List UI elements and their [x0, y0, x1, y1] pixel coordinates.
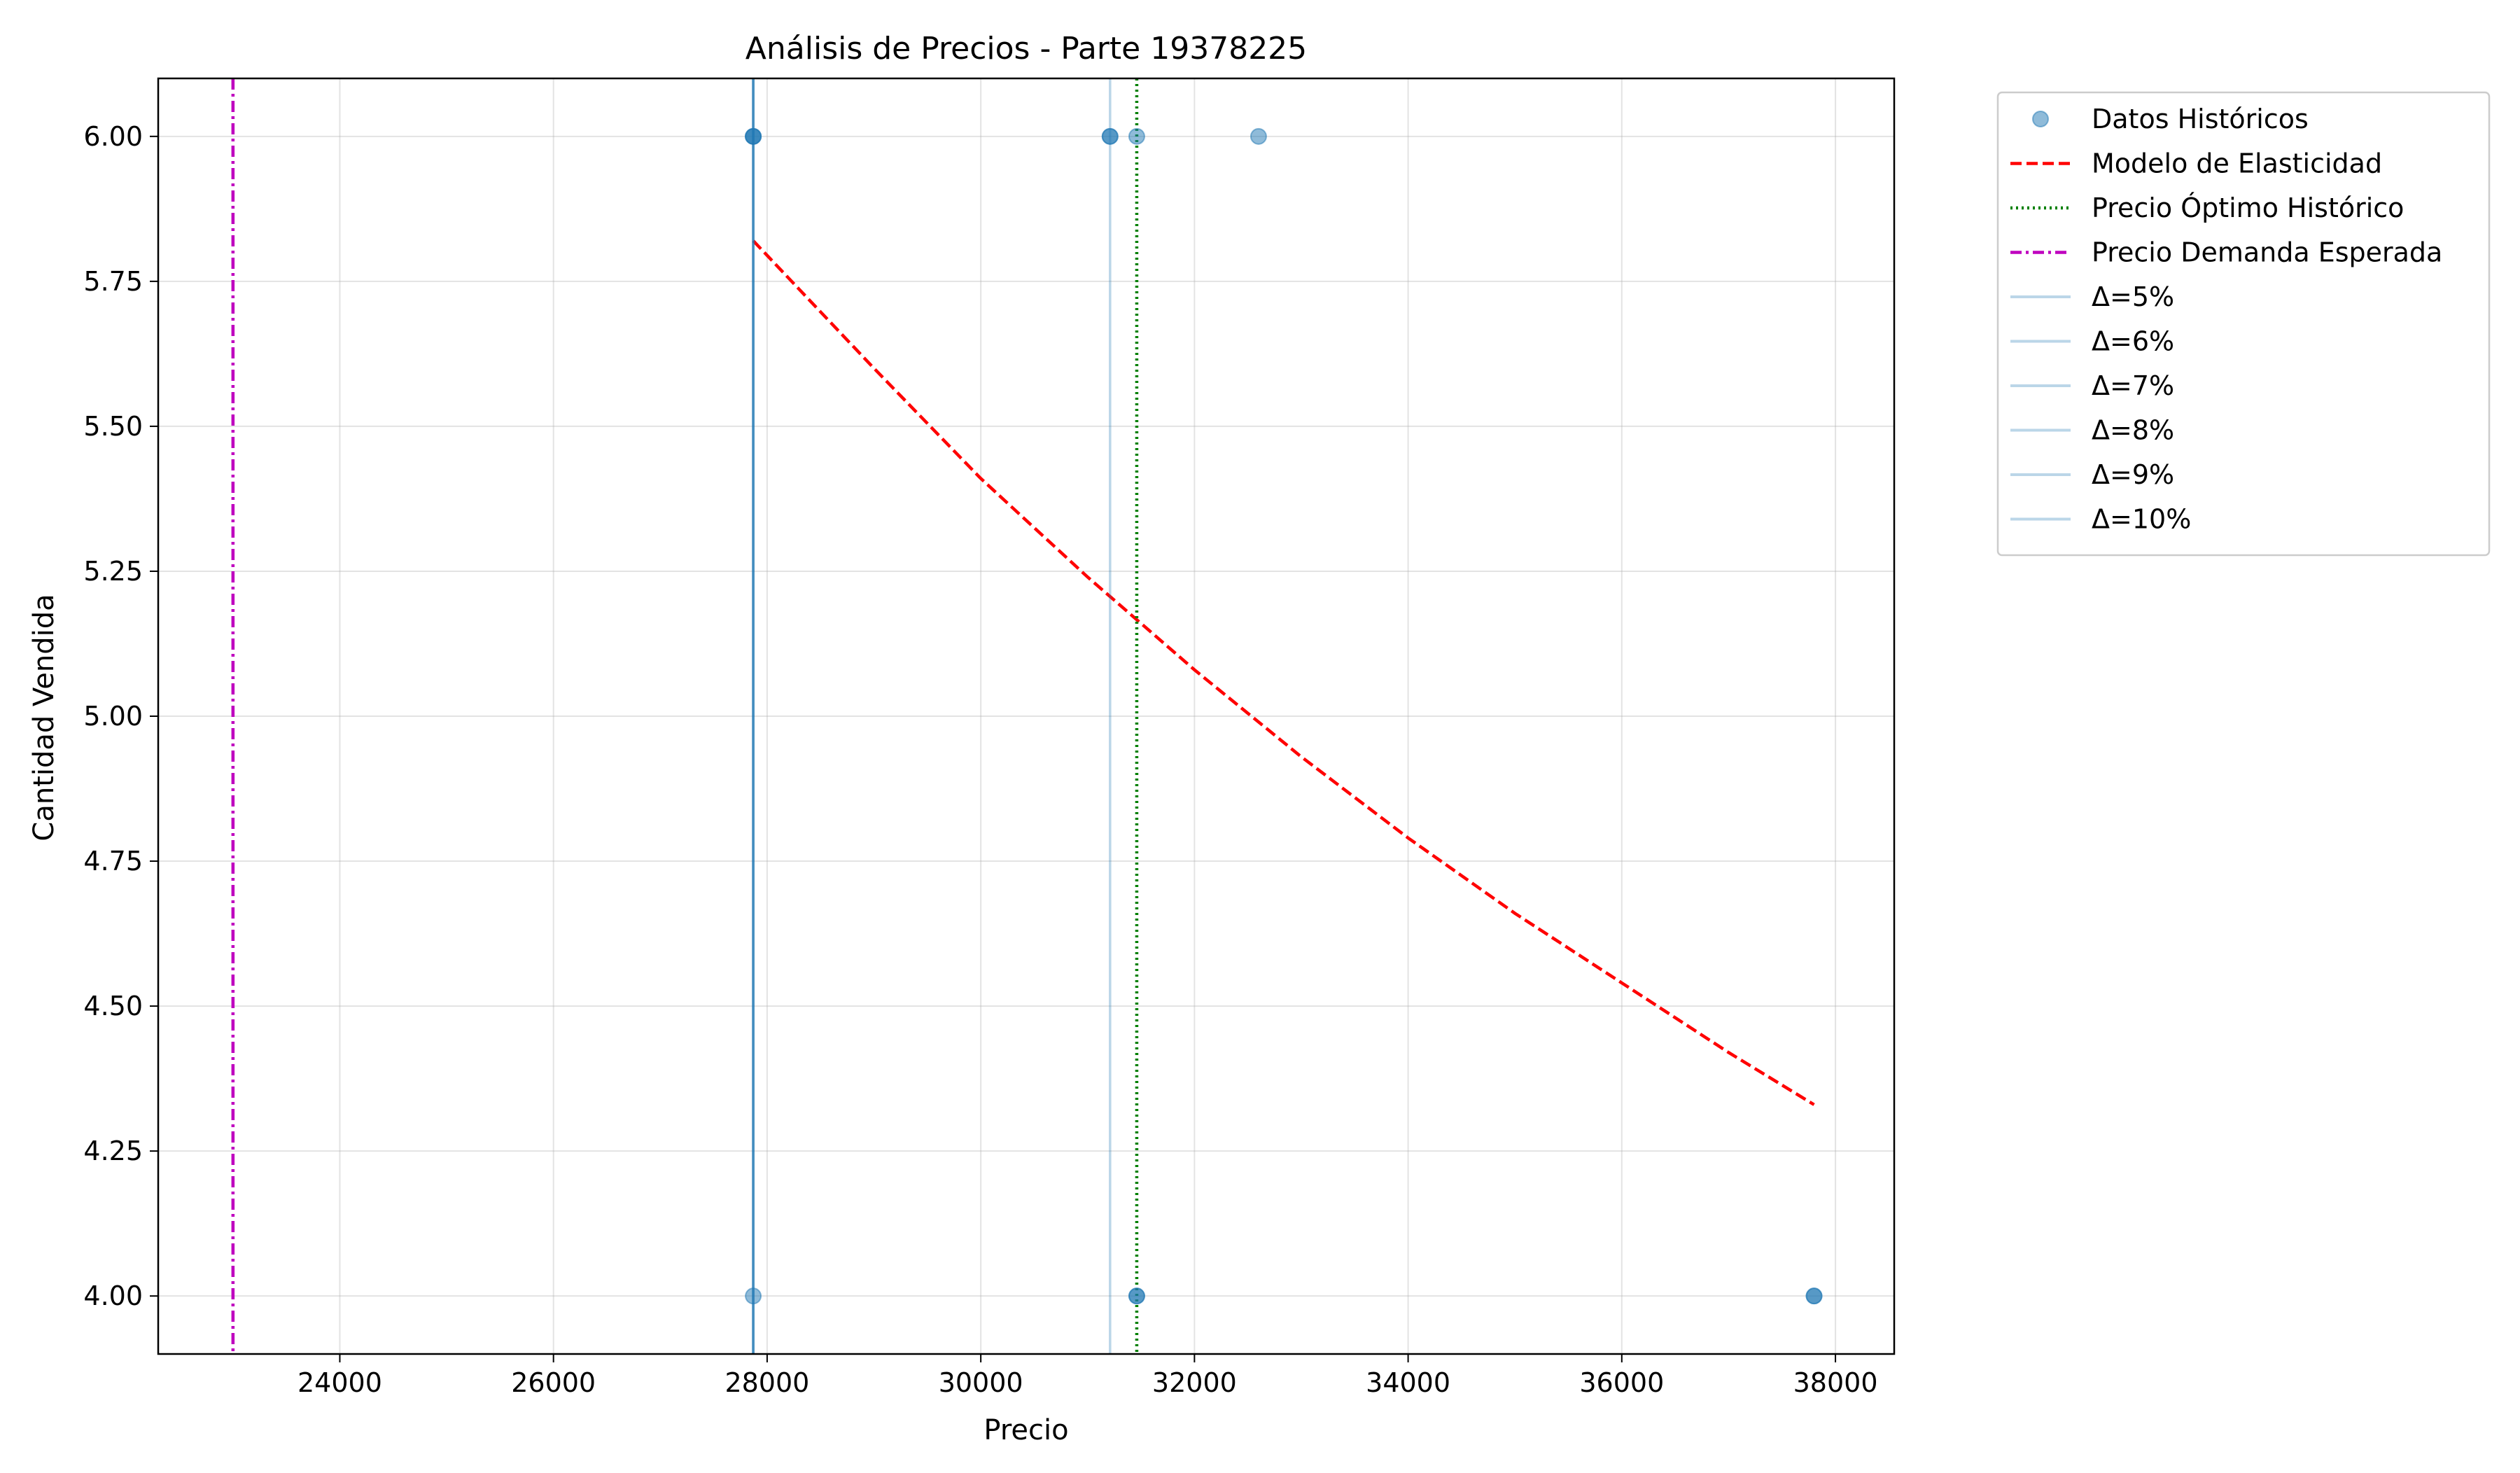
y-tick-label: 6.00 [83, 121, 143, 152]
legend-marker [2032, 111, 2049, 127]
x-tick-label: 26000 [511, 1367, 596, 1398]
x-axis-label: Precio [983, 1414, 1068, 1446]
scatter-point [745, 127, 762, 145]
grid [158, 78, 1894, 1354]
y-axis-label: Cantidad Vendida [28, 594, 60, 841]
legend-label: Precio Óptimo Histórico [2092, 193, 2404, 223]
y-tick-label: 5.50 [83, 411, 143, 442]
legend-label: Δ=6% [2092, 326, 2174, 357]
legend-label: Precio Demanda Esperada [2092, 237, 2442, 268]
legend-label: Δ=10% [2092, 504, 2191, 535]
x-tick-label: 38000 [1793, 1367, 1878, 1398]
x-tick-label: 30000 [939, 1367, 1023, 1398]
y-tick-label: 4.00 [83, 1280, 143, 1311]
y-tick-label: 5.00 [83, 701, 143, 732]
scatter-point [1128, 127, 1145, 145]
legend-label: Δ=8% [2092, 415, 2174, 446]
x-tick-label: 36000 [1579, 1367, 1664, 1398]
axis-ticks: 24000 26000 28000 30000 32000 34000 36000 38000… [83, 121, 1877, 1398]
legend: Datos Históricos Modelo de Elasticidad Pre… [1996, 91, 2491, 557]
plot-data [231, 78, 1823, 1354]
x-tick-label: 24000 [298, 1367, 382, 1398]
y-tick-label: 4.25 [83, 1136, 143, 1166]
y-tick-label: 4.50 [83, 991, 143, 1021]
scatter-point [1128, 1287, 1145, 1305]
y-tick-label: 5.75 [83, 266, 143, 297]
scatter-point [1250, 127, 1267, 145]
chart-title: Análisis de Precios - Parte 19378225 [746, 31, 1307, 67]
legend-label: Δ=5% [2092, 281, 2174, 312]
legend-box [1996, 91, 2491, 557]
x-tick-label: 28000 [724, 1367, 809, 1398]
elasticity-model-line [752, 239, 1815, 1106]
scatter-point [1805, 1287, 1823, 1305]
y-tick-label: 4.75 [83, 846, 143, 877]
legend-label: Datos Históricos [2092, 104, 2309, 134]
scatter-point [1101, 127, 1119, 145]
x-tick-label: 34000 [1366, 1367, 1450, 1398]
legend-label: Δ=7% [2092, 370, 2174, 401]
legend-label: Δ=9% [2092, 459, 2174, 490]
y-tick-label: 5.25 [83, 556, 143, 587]
legend-label: Modelo de Elasticidad [2092, 148, 2382, 179]
scatter-point [745, 1287, 762, 1305]
x-tick-label: 32000 [1152, 1367, 1237, 1398]
